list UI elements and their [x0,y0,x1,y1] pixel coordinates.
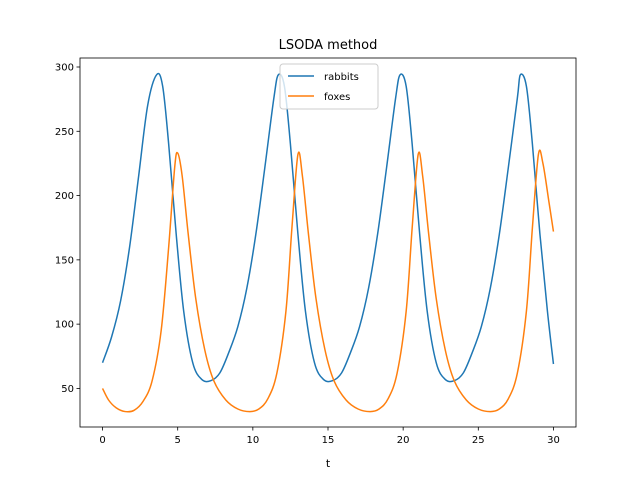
y-tick-label: 250 [55,127,74,138]
x-tick-label: 30 [547,435,560,446]
y-tick-label: 200 [55,191,74,202]
legend-label-rabbits: rabbits [324,72,359,83]
y-axis: 50 100 150 200 250 300 [55,63,80,395]
series-line-foxes [101,149,555,413]
x-tick-label: 0 [99,435,105,446]
chart-title: LSODA method [279,38,378,53]
legend-label-foxes: foxes [324,92,350,103]
y-tick-label: 150 [55,255,74,266]
y-tick-label: 50 [61,384,74,395]
x-tick-label: 10 [246,435,259,446]
y-tick-label: 100 [55,320,74,331]
series-line-rabbits [101,72,555,383]
x-axis: 0 5 10 15 20 25 30 [99,427,560,446]
x-tick-label: 20 [397,435,410,446]
y-tick-label: 300 [55,63,74,74]
x-tick-label: 5 [175,435,181,446]
series-lines [101,72,555,413]
x-tick-label: 15 [322,435,335,446]
legend: rabbits foxes [279,63,379,110]
x-tick-label: 25 [472,435,485,446]
x-axis-label: t [326,457,331,470]
